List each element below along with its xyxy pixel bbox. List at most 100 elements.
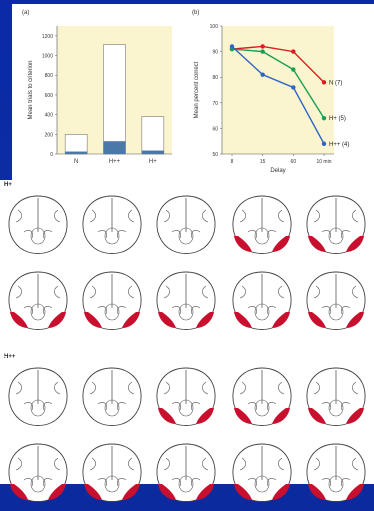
bar-y-tick-label: 200: [45, 132, 54, 138]
bar-filled: [141, 150, 164, 154]
brain-sulci: [89, 457, 135, 487]
line-x-tick-label: 8: [231, 159, 234, 165]
line-point: [260, 44, 265, 49]
brain-sulci: [163, 209, 209, 239]
brain-section-diagram: [152, 192, 220, 258]
line-point: [260, 72, 265, 77]
line-x-tick-label: 15: [260, 159, 266, 165]
brain-sulci: [239, 209, 285, 239]
background-letter-t: t: [0, 340, 6, 362]
brain-stem: [254, 227, 270, 245]
brain-section-diagram: [4, 192, 72, 258]
figure-top-panels: (a) (b) 0 200 400 600 800 1000 1200 Mean trials…: [12, 4, 374, 181]
line-series: [231, 48, 325, 119]
bar-y-tick-label: 1200: [42, 34, 53, 40]
line-point: [321, 141, 327, 146]
bar-total: [103, 44, 126, 155]
bar-category-label: H++: [109, 159, 121, 165]
brain-sulci: [313, 209, 359, 239]
brain-section-diagram: [4, 268, 72, 334]
panel-a-label: (a): [22, 10, 30, 16]
brain-section-diagram: [302, 440, 370, 506]
lesion-right: [272, 312, 290, 328]
brain-stem: [254, 303, 270, 321]
brain-section-diagram: [152, 364, 220, 430]
lesion-right: [122, 312, 140, 328]
brain-section-diagram: [4, 440, 72, 506]
group-label-h-plus-plus: H++: [4, 354, 16, 360]
line-point: [321, 80, 327, 85]
bar-category-label: H+: [149, 159, 157, 165]
line-x-tick-label: 60: [291, 159, 297, 165]
line-plot-area: [222, 26, 334, 154]
brain-sulci: [15, 285, 61, 315]
group-label-h-plus: H+: [4, 182, 12, 188]
lesion-right: [272, 236, 290, 252]
brain-section-diagram: [78, 192, 146, 258]
line-point: [291, 67, 296, 72]
brain-sulci: [15, 209, 61, 239]
lesion-left: [84, 312, 102, 328]
brain-sulci: [15, 457, 61, 487]
line-series-label: H+ (5): [329, 116, 346, 122]
lesion-right: [346, 236, 364, 252]
bar-filled: [65, 151, 88, 154]
line-series: [231, 45, 325, 145]
line-x-tick-label: 10 min: [316, 159, 331, 165]
line-series-label: N (7): [329, 80, 342, 86]
brain-stem: [254, 399, 270, 417]
brain-stem: [104, 227, 120, 245]
brain-section-diagram: [228, 268, 296, 334]
line-y-axis-label: Mean percent correct: [194, 61, 200, 118]
bar-chart: 0 200 400 600 800 1000 1200 Mean trials to crit…: [28, 26, 172, 165]
lesion-left: [234, 312, 252, 328]
brain-sulci: [89, 285, 135, 315]
lesion-left: [158, 312, 176, 328]
line-point: [321, 115, 327, 121]
bar-category-label: N: [74, 159, 78, 165]
brain-stem: [328, 227, 344, 245]
brain-sulci: [313, 457, 359, 487]
brain-sulci: [239, 457, 285, 487]
lesion-right: [346, 312, 364, 328]
line-series: [231, 45, 325, 83]
lesion-left: [158, 408, 176, 424]
brain-stem: [30, 399, 46, 417]
brain-sulci: [163, 285, 209, 315]
lesion-left: [234, 408, 252, 424]
brain-section-diagram: [302, 192, 370, 258]
lesion-left: [308, 408, 326, 424]
line-chart: 50 60 70 80 90 100 8 15 60 10 min Delay Mean percen…: [194, 24, 349, 174]
line-series-label: H++ (4): [329, 142, 349, 148]
line-point: [260, 49, 265, 54]
lesion-left: [10, 312, 28, 328]
line-point: [229, 44, 235, 49]
line-point: [291, 49, 296, 54]
line-y-tick-label: 100: [210, 24, 219, 30]
brain-sulci: [313, 285, 359, 315]
lesion-right: [196, 312, 214, 328]
panel-b-label: (b): [192, 10, 200, 16]
brain-sulci: [89, 381, 135, 411]
bar-y-axis-label: Mean trials to criterion: [28, 60, 34, 119]
brain-stem: [104, 303, 120, 321]
brain-section-diagram: [78, 364, 146, 430]
brain-section-diagram: [152, 268, 220, 334]
lesion-right: [48, 312, 66, 328]
brain-section-diagram: [4, 364, 72, 430]
brain-sulci: [239, 381, 285, 411]
lesion-right: [272, 408, 290, 424]
brain-sulci: [15, 381, 61, 411]
brain-section-diagram: [78, 268, 146, 334]
bar-total: [64, 134, 88, 155]
brain-sulci: [163, 457, 209, 487]
brain-section-diagram: [152, 440, 220, 506]
background-letter-e: e: [0, 275, 9, 297]
figure-brain-sections: H+ H++: [0, 180, 374, 502]
brain-stem: [328, 399, 344, 417]
lesion-left: [234, 236, 252, 252]
brain-stem: [328, 303, 344, 321]
brain-stem: [178, 227, 194, 245]
brain-stem: [104, 399, 120, 417]
brain-section-diagram: [302, 364, 370, 430]
